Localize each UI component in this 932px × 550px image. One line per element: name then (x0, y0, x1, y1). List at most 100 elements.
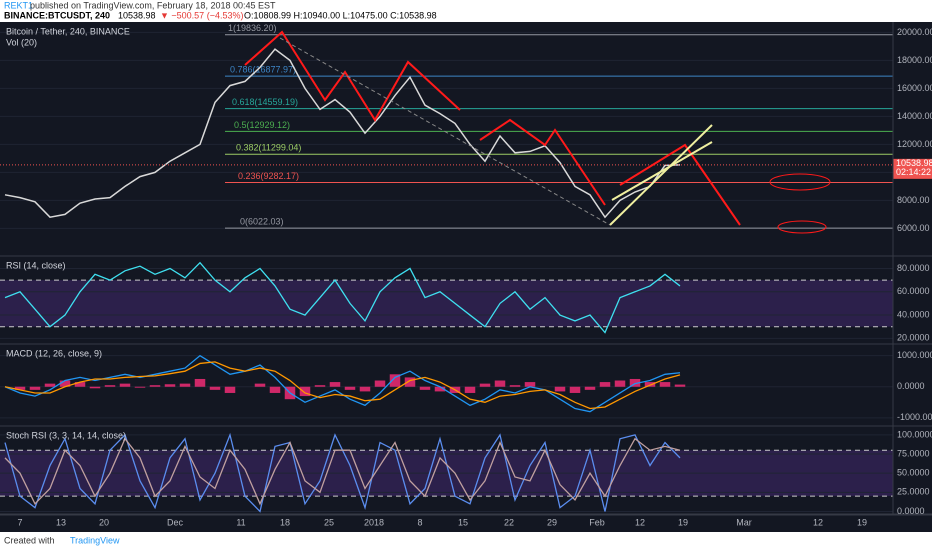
histogram-bar (254, 383, 266, 387)
x-tick-label: 20 (99, 517, 109, 527)
arrow-path (244, 30, 461, 122)
symbol: BINANCE:BTCUSDT, 240 (4, 10, 110, 20)
histogram-bar (554, 386, 566, 392)
series-line (4, 361, 681, 410)
y-tick-label: 0.0000 (897, 506, 925, 516)
footer-brand[interactable]: TradingView (70, 535, 120, 545)
histogram-bar (149, 385, 161, 387)
histogram-bar (164, 384, 176, 387)
x-tick-label: 13 (56, 517, 66, 527)
x-tick-label: 18 (280, 517, 290, 527)
y-tick-label: 80.0000 (897, 263, 930, 273)
histogram-bar (359, 386, 371, 392)
histogram-bar (74, 382, 86, 387)
histogram-bar (614, 380, 626, 387)
x-tick-label: 25 (324, 517, 334, 527)
countdown: 02:14:22 (896, 167, 931, 177)
y-tick-label: 12000.00 (897, 139, 932, 149)
histogram-bar (119, 383, 131, 387)
y-tick-label: 20000.00 (897, 27, 932, 37)
histogram-bar (194, 378, 206, 387)
x-tick-label: 15 (458, 517, 468, 527)
histogram-bar (29, 386, 41, 390)
histogram-bar (89, 386, 101, 389)
histogram-bar (524, 382, 536, 387)
y-tick-label: 75.0000 (897, 448, 930, 458)
histogram-bar (209, 386, 221, 390)
series-line (4, 261, 681, 334)
y-tick-label: 0.0000 (897, 381, 925, 391)
histogram-bar (389, 374, 401, 387)
ellipse (777, 220, 827, 234)
histogram-bar (599, 382, 611, 387)
pane-title: MACD (12, 26, close, 9) (6, 348, 102, 358)
histogram-bar (14, 386, 26, 390)
arrow-path (619, 143, 741, 226)
fib-label: 1(19836.20) (228, 23, 277, 33)
pane-subtitle: Vol (20) (6, 37, 37, 47)
histogram-bar (434, 386, 446, 392)
histogram-bar (329, 382, 341, 387)
last-price-box (893, 158, 932, 179)
histogram-bar (134, 386, 146, 388)
x-tick-label: 29 (547, 517, 557, 527)
y-tick-label: 50.0000 (897, 468, 930, 478)
annotations (244, 30, 831, 234)
histogram-bar (59, 380, 71, 387)
x-tick-label: 22 (504, 517, 514, 527)
fib-label: 0.5(12929.12) (234, 120, 290, 130)
y-tick-label: 60.0000 (897, 286, 930, 296)
histogram-bar (314, 385, 326, 387)
histogram-bar (584, 386, 596, 390)
series-line (4, 437, 681, 506)
histogram-bar (659, 382, 671, 387)
author[interactable]: REKT1 (4, 0, 33, 10)
trend-line (279, 37, 611, 226)
histogram-bar (44, 383, 56, 387)
x-tick-label: 12 (813, 517, 823, 527)
change: ▼ −500.57 (−4.53%) (160, 10, 243, 20)
pane-title: Bitcoin / Tether, 240, BINANCE (6, 26, 130, 36)
y-tick-label: -1000.0000 (897, 412, 932, 422)
y-tick-label: 18000.00 (897, 55, 932, 65)
histogram-bar (104, 385, 116, 387)
arrow-path (479, 118, 606, 206)
histogram-bar (404, 377, 416, 387)
histogram-bar (629, 378, 641, 387)
histogram-bar (269, 386, 281, 393)
chart-background (0, 22, 932, 532)
channel-line (609, 124, 713, 226)
x-tick-label: Mar (736, 517, 752, 527)
x-tick-label: 8 (417, 517, 422, 527)
y-tick-label: 16000.00 (897, 83, 932, 93)
histogram-bar (644, 382, 656, 387)
x-tick-label: 19 (678, 517, 688, 527)
y-tick-label: 40.0000 (897, 309, 930, 319)
x-tick-label: 19 (857, 517, 867, 527)
x-tick-label: 11 (236, 517, 245, 527)
histogram-bar (299, 386, 311, 397)
x-tick-label: Feb (589, 517, 605, 527)
series-line (4, 354, 681, 413)
histogram-bar (674, 384, 686, 387)
series-line (4, 48, 681, 219)
ohlc: O:10808.99 H:10940.00 L:10475.00 C:10538… (244, 10, 437, 20)
x-tick-label: 7 (17, 517, 22, 527)
histogram-bar (344, 386, 356, 390)
band (0, 280, 893, 327)
histogram-bar (374, 380, 386, 387)
histogram-bar (569, 386, 581, 393)
pane-title: Stoch RSI (3, 3, 14, 14, close) (6, 430, 126, 440)
fib-label: 0.618(14559.19) (232, 97, 298, 107)
histogram-bar (224, 386, 236, 393)
histogram-bar (419, 386, 431, 390)
y-tick-label: 25.0000 (897, 487, 930, 497)
histogram-bar (179, 383, 191, 387)
histogram-bar (479, 383, 491, 387)
y-tick-label: 20.0000 (897, 333, 930, 343)
x-tick-label: Dec (167, 517, 184, 527)
x-tick-label: 2018 (364, 517, 384, 527)
pane-title: RSI (14, close) (6, 260, 66, 270)
x-tick-label: 12 (635, 517, 645, 527)
